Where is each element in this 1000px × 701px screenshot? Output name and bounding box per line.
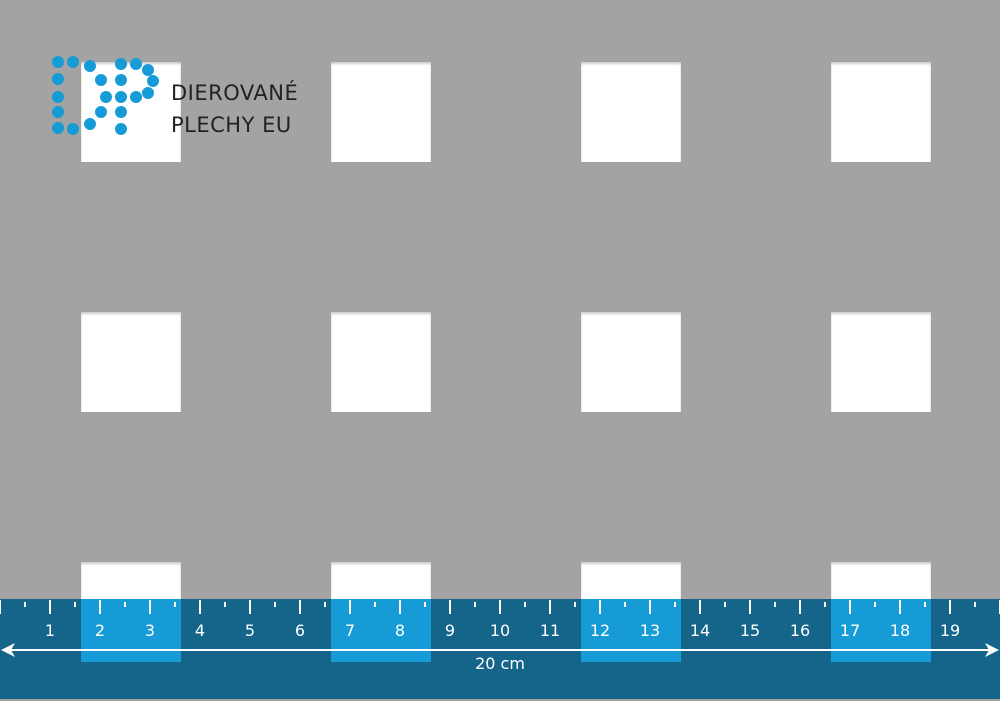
logo-dot	[115, 74, 127, 86]
logo-dot	[115, 91, 127, 103]
logo-dot	[84, 60, 96, 72]
major-tick	[749, 600, 751, 614]
logo-dot	[52, 106, 64, 118]
logo: DIEROVANÉ PLECHY EU	[0, 0, 320, 150]
minor-tick	[974, 602, 976, 607]
major-tick	[399, 600, 401, 614]
major-tick	[549, 600, 551, 614]
minor-tick	[324, 602, 326, 607]
ruler-label: 11	[539, 621, 561, 640]
ruler-label: 2	[94, 621, 106, 640]
logo-dot	[95, 106, 107, 118]
logo-dot	[67, 56, 79, 68]
logo-dot	[115, 123, 127, 135]
major-tick	[949, 600, 951, 614]
ruler-label: 16	[789, 621, 811, 640]
ruler-label: 15	[739, 621, 761, 640]
major-tick	[49, 600, 51, 614]
logo-dot	[147, 75, 159, 87]
minor-tick	[274, 602, 276, 607]
minor-tick	[624, 602, 626, 607]
minor-tick	[174, 602, 176, 607]
minor-tick	[424, 602, 426, 607]
major-tick	[899, 600, 901, 614]
square-hole	[831, 62, 931, 162]
length-label: 20 cm	[475, 654, 525, 673]
major-tick	[649, 600, 651, 614]
logo-text-line1: DIEROVANÉ	[171, 81, 299, 105]
minor-tick	[824, 602, 826, 607]
minor-tick	[774, 602, 776, 607]
logo-dot	[100, 91, 112, 103]
logo-dot	[142, 64, 154, 76]
minor-tick	[924, 602, 926, 607]
major-tick	[499, 600, 501, 614]
length-arrow-icon	[1, 643, 999, 657]
major-tick	[799, 600, 801, 614]
square-hole	[331, 312, 431, 412]
ruler-label: 10	[489, 621, 511, 640]
ruler-label: 13	[639, 621, 661, 640]
logo-text-line2: PLECHY EU	[171, 113, 292, 137]
minor-tick	[874, 602, 876, 607]
logo-dot	[95, 74, 107, 86]
logo-dot	[115, 58, 127, 70]
square-hole	[331, 62, 431, 162]
major-tick	[849, 600, 851, 614]
ruler-label: 14	[689, 621, 711, 640]
logo-dot	[115, 106, 127, 118]
ruler-label: 3	[144, 621, 156, 640]
ruler-label: 12	[589, 621, 611, 640]
major-tick	[349, 600, 351, 614]
ruler-label: 17	[839, 621, 861, 640]
minor-tick	[474, 602, 476, 607]
ruler-label: 4	[194, 621, 206, 640]
major-tick	[449, 600, 451, 614]
ruler-label: 5	[244, 621, 256, 640]
logo-dot	[84, 118, 96, 130]
ruler: 1 2 3 4 5 6 7 8 9 10 11 12 13 14 15 16 17 18 19 20 cm	[0, 599, 1000, 699]
square-hole	[581, 62, 681, 162]
major-tick	[699, 600, 701, 614]
major-tick	[199, 600, 201, 614]
square-hole	[581, 312, 681, 412]
logo-dot	[52, 73, 64, 85]
minor-tick	[574, 602, 576, 607]
logo-dot	[52, 122, 64, 134]
ruler-label: 18	[889, 621, 911, 640]
major-tick	[599, 600, 601, 614]
major-tick	[249, 600, 251, 614]
ruler-label: 1	[44, 621, 56, 640]
logo-dot	[130, 91, 142, 103]
ruler-label: 19	[939, 621, 961, 640]
minor-tick	[224, 602, 226, 607]
square-hole	[81, 312, 181, 412]
ruler-label: 6	[294, 621, 306, 640]
minor-tick	[24, 602, 26, 607]
hole-highlight	[581, 599, 681, 662]
logo-dot	[142, 87, 154, 99]
major-tick	[99, 600, 101, 614]
hole-highlight	[81, 599, 181, 662]
square-hole	[831, 312, 931, 412]
ruler-label: 7	[344, 621, 356, 640]
minor-tick	[74, 602, 76, 607]
major-tick	[149, 600, 151, 614]
logo-dot	[130, 58, 142, 70]
logo-dot	[67, 123, 79, 135]
logo-dots-icon	[52, 56, 159, 135]
ruler-label: 9	[444, 621, 456, 640]
hole-highlight	[331, 599, 431, 662]
logo-dot	[52, 56, 64, 68]
major-tick	[0, 600, 1, 614]
major-tick	[299, 600, 301, 614]
minor-tick	[674, 602, 676, 607]
ruler-label: 8	[394, 621, 406, 640]
minor-tick	[524, 602, 526, 607]
logo-dot	[52, 91, 64, 103]
minor-tick	[724, 602, 726, 607]
minor-tick	[374, 602, 376, 607]
hole-highlight	[831, 599, 931, 662]
minor-tick	[124, 602, 126, 607]
